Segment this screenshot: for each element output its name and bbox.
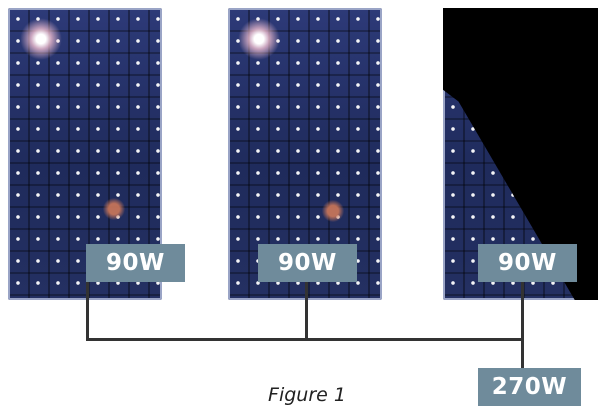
sun-glare (238, 18, 280, 60)
sun-glare (20, 18, 62, 60)
panel-1-power-label: 90W (86, 244, 185, 282)
reflection-spot (103, 198, 125, 220)
panel-2-power-label: 90W (258, 244, 357, 282)
solar-panel-1 (8, 8, 162, 300)
wire-drop-1 (86, 282, 89, 340)
figure-caption: Figure 1 (268, 384, 346, 406)
wire-drop-3 (521, 282, 524, 368)
reflection-spot (322, 200, 344, 222)
wire-bus (86, 338, 524, 341)
wire-drop-2 (305, 282, 308, 340)
total-power-label: 270W (478, 368, 581, 406)
solar-panel-2 (228, 8, 382, 300)
panel-3-power-label: 90W (478, 244, 577, 282)
